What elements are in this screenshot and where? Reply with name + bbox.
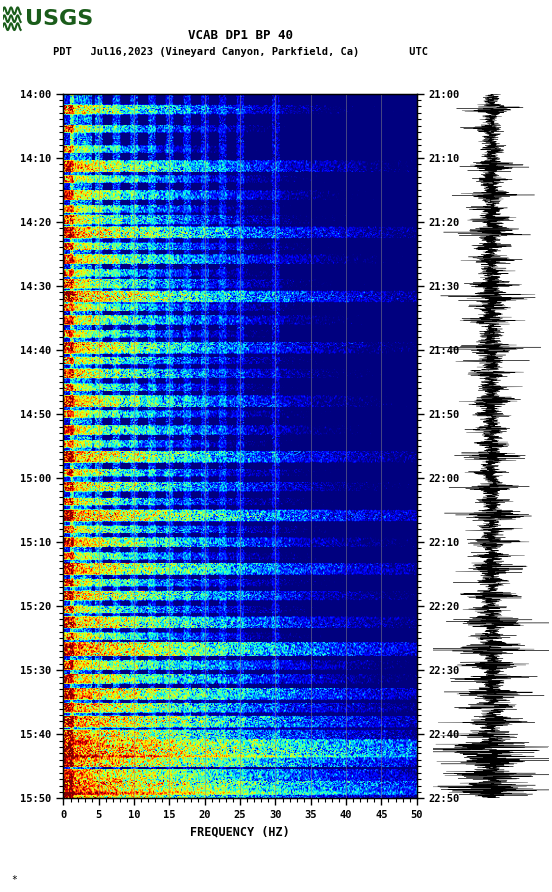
Text: VCAB DP1 BP 40: VCAB DP1 BP 40 [188,29,293,42]
Text: PDT   Jul16,2023 (Vineyard Canyon, Parkfield, Ca)        UTC: PDT Jul16,2023 (Vineyard Canyon, Parkfie… [52,46,428,57]
Text: *: * [11,875,17,885]
Text: USGS: USGS [25,9,93,29]
X-axis label: FREQUENCY (HZ): FREQUENCY (HZ) [190,826,290,838]
